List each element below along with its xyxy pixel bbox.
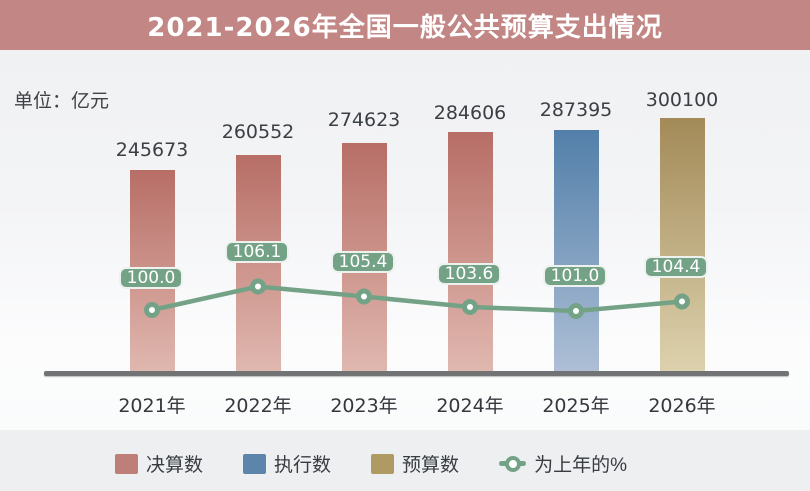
percent-badge: 101.0: [543, 265, 607, 287]
bar-value-label: 300100: [645, 89, 719, 111]
x-axis-line: [44, 371, 789, 376]
x-axis-label: 2025年: [542, 395, 610, 417]
legend-label: 为上年的%: [534, 455, 627, 476]
bar-2026年: [659, 118, 705, 372]
legend-line-marker-icon: [499, 455, 527, 472]
legend-item-4: 为上年的%: [499, 450, 627, 477]
legend-label: 决算数: [146, 455, 204, 476]
bar-value-label: 274623: [327, 109, 401, 131]
percent-badge: 105.4: [331, 251, 395, 273]
legend-label: 预算数: [402, 455, 460, 476]
percent-badge: 106.1: [225, 241, 289, 263]
percent-badge: 103.6: [437, 263, 501, 285]
legend-label: 执行数: [274, 455, 332, 476]
legend-item-3: 预算数: [371, 450, 459, 477]
bar-2022年: [235, 155, 281, 372]
bar-value-label: 284606: [433, 102, 507, 124]
legend-item-1: 决算数: [115, 450, 203, 477]
legend: 决算数 执行数 预算数 为上年的%: [0, 450, 776, 477]
percent-badge: 104.4: [644, 256, 708, 278]
bar-2024年: [447, 132, 493, 372]
legend-item-2: 执行数: [243, 450, 331, 477]
legend-swatch-icon: [371, 453, 395, 474]
x-axis-label: 2022年: [224, 395, 292, 417]
unit-label: 单位：亿元: [14, 91, 110, 112]
bar-2025年: [553, 130, 599, 372]
bar-value-label: 260552: [221, 121, 295, 143]
bar-value-label: 245673: [115, 139, 189, 161]
legend-swatch-icon: [115, 453, 139, 474]
title-bar: 2021-2026年全国一般公共预算支出情况: [0, 0, 810, 50]
x-axis-label: 2026年: [648, 395, 716, 417]
x-axis-label: 2023年: [330, 395, 398, 417]
legend-swatch-icon: [243, 453, 267, 474]
x-axis-label: 2024年: [436, 395, 504, 417]
legend-dot-icon: [504, 455, 521, 472]
page-title: 2021-2026年全国一般公共预算支出情况: [147, 12, 663, 43]
x-axis-label: 2021年: [118, 395, 186, 417]
bar-value-label: 287395: [539, 99, 613, 121]
percent-badge: 100.0: [119, 267, 183, 289]
